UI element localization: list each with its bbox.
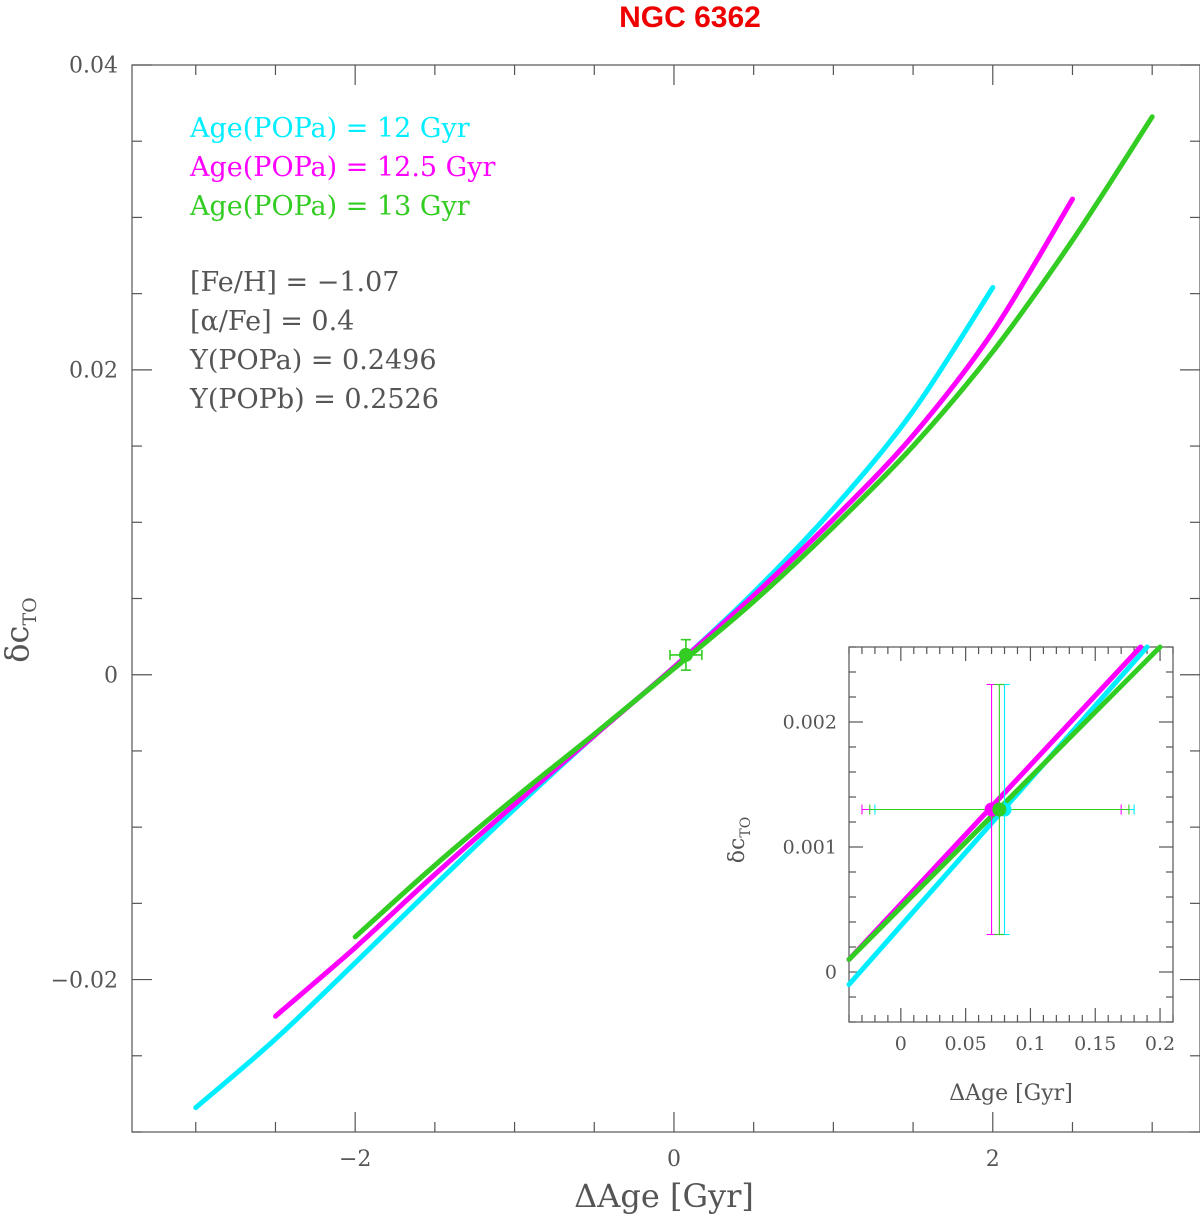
y-tick-label: 0.04 <box>69 54 118 79</box>
y-tick-label: 0.02 <box>69 359 118 384</box>
annotation-y-popa: Y(POPa) = 0.2496 <box>189 345 437 376</box>
main-measurement <box>669 638 703 671</box>
y-axis-label: δcTO <box>0 597 41 662</box>
inset-measurement-point <box>992 802 1007 817</box>
y-tick-label: 0 <box>825 962 837 984</box>
x-tick-label: 0 <box>895 1033 907 1055</box>
measurement-point <box>678 647 693 662</box>
inset-y-axis-label-main: δc <box>725 838 750 864</box>
main-series-lines <box>193 114 1155 1111</box>
x-tick-label: 0.15 <box>1074 1033 1116 1055</box>
y-tick-label: 0.002 <box>783 712 837 734</box>
legend-entry-13gyr: Age(POPa) = 13 Gyr <box>189 191 470 222</box>
annotation-feh: [Fe/H] = −1.07 <box>190 267 399 298</box>
inset-plot-frame <box>848 646 1174 1023</box>
x-tick-label: 0.2 <box>1145 1033 1175 1055</box>
parameter-annotations: [Fe/H] = −1.07 [α/Fe] = 0.4 Y(POPa) = 0.… <box>189 267 439 415</box>
inset-y-axis-label-sub: TO <box>738 817 754 838</box>
x-tick-label: 0.05 <box>944 1033 986 1055</box>
legend: Age(POPa) = 12 Gyr Age(POPa) = 12.5 Gyr … <box>189 113 495 222</box>
series-line-2 <box>352 114 1155 940</box>
y-axis-label-main: δc <box>0 626 36 663</box>
y-axis-label-sub: TO <box>19 597 41 625</box>
inset-axis-ticks: 0 0.05 0.1 0.15 0.2 0 0.001 0.002 <box>783 646 1175 1055</box>
annotation-alpha-fe: [α/Fe] = 0.4 <box>190 306 354 337</box>
y-tick-label: −0.02 <box>51 968 118 993</box>
y-tick-label: 0 <box>104 663 118 688</box>
inset-measurements <box>861 683 1135 936</box>
annotation-y-popb: Y(POPb) = 0.2526 <box>189 384 439 415</box>
x-axis-label: ΔAge [Gyr] <box>574 1177 754 1215</box>
x-tick-label: −2 <box>339 1147 371 1172</box>
x-tick-label: 0.1 <box>1015 1033 1045 1055</box>
legend-entry-12gyr: Age(POPa) = 12 Gyr <box>189 113 470 144</box>
x-tick-label: 0 <box>667 1147 681 1172</box>
inset-y-axis-label: δcTO <box>725 817 754 863</box>
chart-title: NGC 6362 <box>619 1 761 34</box>
inset-plot: 0 0.05 0.1 0.15 0.2 0 0.001 0.002 <box>783 644 1175 1055</box>
x-tick-label: 2 <box>986 1147 1000 1172</box>
inset-x-axis-label: ΔAge [Gyr] <box>949 1081 1073 1106</box>
y-tick-label: 0.001 <box>783 837 837 859</box>
main-axis-ticks: −2 0 2 −0.02 0 0.02 0.04 <box>51 54 1200 1172</box>
legend-entry-12-5gyr: Age(POPa) = 12.5 Gyr <box>189 152 495 183</box>
main-plot: −2 0 2 −0.02 0 0.02 0.04 <box>51 54 1200 1172</box>
